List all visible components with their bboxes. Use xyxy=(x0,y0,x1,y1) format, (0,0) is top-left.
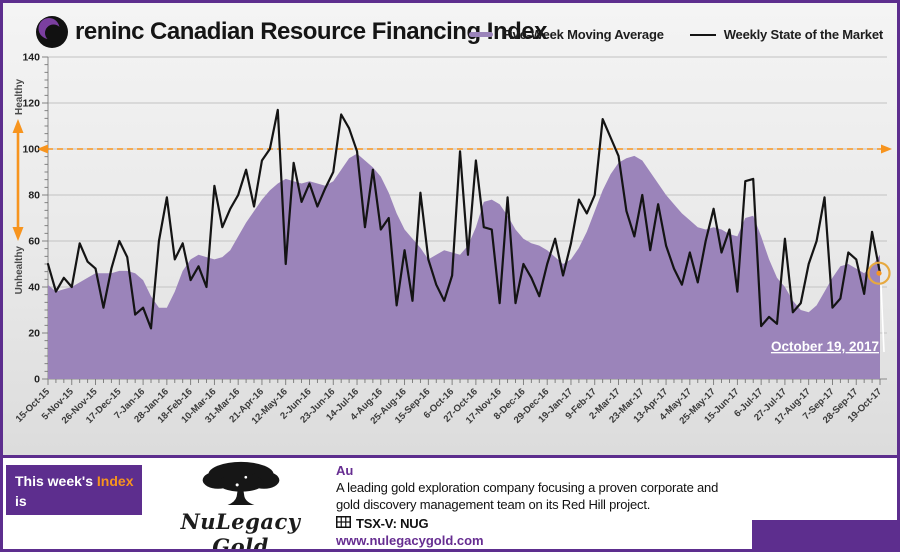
index-chart: 0 20 40 60 80 100 120 140 15-Oct-155-Nov-1526-No… xyxy=(12,52,892,427)
legend-label: Five-Week Moving Average xyxy=(501,27,664,42)
svg-text:October 19, 2017: October 19, 2017 xyxy=(771,339,879,354)
weekly-line xyxy=(46,108,882,330)
nulegacy-logo: NuLegacy Gold Corporation xyxy=(153,458,328,549)
svg-text:100: 100 xyxy=(22,144,40,156)
svg-text:40: 40 xyxy=(28,282,40,294)
tree-icon xyxy=(193,460,289,511)
svg-text:120: 120 xyxy=(22,98,40,110)
chart-header: reninc Canadian Resource Financing Index xyxy=(35,15,547,49)
x-axis: 15-Oct-155-Nov-1526-Nov-1517-Dec-157-Jan… xyxy=(14,379,884,427)
brought-to-you-box: This week's Index is brought to you by: xyxy=(6,465,142,548)
banner-text: brought to you by: xyxy=(15,512,114,548)
legend-item-moving-average: Five-Week Moving Average xyxy=(469,27,664,42)
element-symbol: Au xyxy=(336,463,354,478)
moving-average-swatch-icon xyxy=(469,32,494,37)
svg-text:80: 80 xyxy=(28,190,40,202)
chart-panel: reninc Canadian Resource Financing Index… xyxy=(3,3,897,458)
company-description-line1: A leading gold exploration company focus… xyxy=(336,480,719,495)
brand-text: reninc xyxy=(75,18,145,45)
company-description-line2: gold discovery management team on its Re… xyxy=(336,496,651,512)
company-profile: Au A leading gold exploration company fo… xyxy=(336,463,756,548)
banner-text: This week's xyxy=(15,473,97,489)
svg-text:20: 20 xyxy=(28,328,40,340)
svg-text:60: 60 xyxy=(28,236,40,248)
company-name: NuLegacy Gold xyxy=(180,509,301,552)
page-title: Canadian Resource Financing Index xyxy=(150,18,547,45)
corner-accent-block xyxy=(752,520,897,549)
weekly-line-swatch-icon xyxy=(689,33,716,36)
svg-text:Unhealthy: Unhealthy xyxy=(14,246,25,295)
chart-legend: Five-Week Moving Average Weekly State of… xyxy=(469,27,883,42)
healthy-unhealthy-arrow: Healthy Unhealthy xyxy=(12,78,25,295)
sponsor-banner: This week's Index is brought to you by: … xyxy=(3,458,897,549)
y-axis xyxy=(42,56,49,380)
svg-text:0: 0 xyxy=(34,374,40,386)
ticker-label: TSX-V: NUG xyxy=(356,515,429,531)
moving-average-area xyxy=(48,153,880,379)
legend-item-weekly: Weekly State of the Market xyxy=(689,27,883,42)
svg-text:140: 140 xyxy=(22,52,40,64)
ticker-grid-icon xyxy=(336,515,351,531)
legend-label: Weekly State of the Market xyxy=(723,27,883,42)
svg-text:Healthy: Healthy xyxy=(14,78,25,115)
latest-point-annotation: October 19, 2017 xyxy=(771,261,891,354)
oreninc-logo-icon xyxy=(35,15,69,49)
banner-index-word: Index xyxy=(96,473,134,489)
company-website-link[interactable]: www.nulegacygold.com xyxy=(336,532,484,548)
banner-text: is xyxy=(15,492,27,509)
reference-line-100 xyxy=(37,144,892,154)
